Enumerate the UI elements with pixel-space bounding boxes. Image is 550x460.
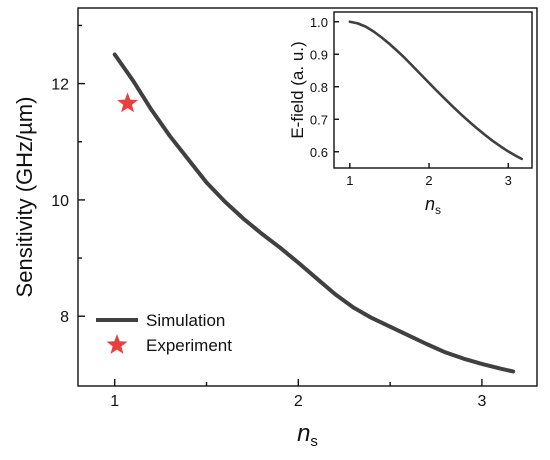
inset-y-tick-label: 1.0: [310, 15, 328, 30]
main-plot-frame: [77, 7, 538, 387]
inset-plot-frame: [333, 11, 533, 169]
inset-x-axis-label: ns: [425, 194, 441, 217]
main-x-tick-label: 1: [110, 393, 119, 410]
inset-background: [334, 12, 532, 168]
inset-x-tick-label: 2: [425, 173, 432, 188]
main-x-tick-label: 2: [294, 393, 303, 410]
inset-ticks: 1 2 3 0.6 0.7 0.8 0.9 1.0: [310, 15, 512, 188]
inset-x-axis-label-sub: s: [435, 203, 441, 217]
inset-x-tick-label: 1: [346, 173, 353, 188]
inset-y-tick-label: 0.8: [310, 80, 328, 95]
legend-experiment-star-icon: [106, 334, 128, 354]
main-x-axis-label-sub: s: [310, 433, 318, 450]
inset-efield-line: [348, 20, 523, 161]
inset-x-axis-label-main: n: [425, 194, 435, 214]
inset-y-tick-label: 0.9: [310, 47, 328, 62]
inset-y-axis-label: E-field (a. u.): [288, 41, 307, 138]
main-x-axis-label: ns: [297, 420, 318, 450]
simulation-series-line: [112, 52, 516, 374]
main-y-tick-label: 10: [51, 193, 69, 210]
inset-x-tick-label: 3: [505, 173, 512, 188]
main-x-axis-label-main: n: [297, 420, 310, 447]
legend-simulation-label: Simulation: [146, 311, 225, 330]
inset-series: [348, 20, 523, 161]
main-y-axis-label: Sensitivity (GHz/µm): [12, 97, 37, 298]
main-y-tick-label: 12: [51, 77, 69, 94]
inset-y-tick-label: 0.6: [310, 145, 328, 160]
legend: Simulation Experiment: [96, 311, 232, 355]
legend-experiment-label: Experiment: [146, 336, 232, 355]
inset-y-tick-label: 0.7: [310, 112, 328, 127]
main-y-tick-label: 8: [60, 309, 69, 326]
experiment-data-point: [117, 92, 139, 113]
main-x-tick-label: 3: [477, 393, 486, 410]
main-series: [112, 52, 516, 374]
